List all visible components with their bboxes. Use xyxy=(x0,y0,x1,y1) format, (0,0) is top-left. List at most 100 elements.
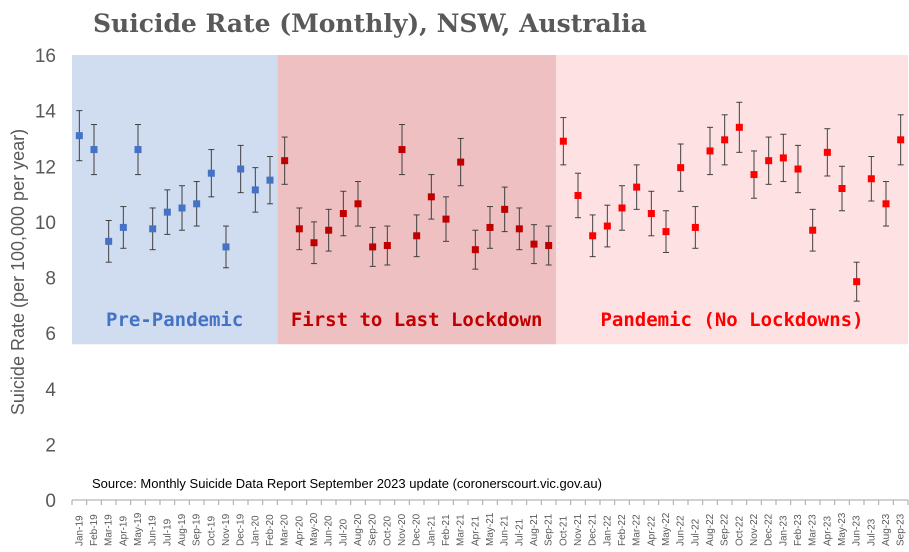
data-point xyxy=(618,204,626,212)
data-point xyxy=(369,243,377,251)
data-point xyxy=(119,223,127,231)
data-point xyxy=(838,185,846,192)
x-tick-label: Feb-19 xyxy=(89,514,100,546)
x-tick-label: Sep-20 xyxy=(368,513,379,546)
region-labels: Pre-Pandemic First to Last Lockdown Pandem… xyxy=(106,309,864,331)
data-point xyxy=(823,148,831,156)
x-tick-label: Jun-23 xyxy=(852,515,863,546)
x-tick-label: Feb-23 xyxy=(793,514,804,546)
x-tick-label: Jan-19 xyxy=(74,515,85,546)
x-tick-label: Jun-22 xyxy=(676,515,687,546)
x-tick-label: Oct-19 xyxy=(206,516,217,546)
x-tick-label: Mar-23 xyxy=(808,514,819,546)
region-background xyxy=(556,55,908,345)
x-tick-label: Dec-20 xyxy=(412,513,423,546)
y-tick-label: 6 xyxy=(45,324,56,345)
x-tick-label: Jun-20 xyxy=(324,515,335,546)
data-point xyxy=(809,226,817,234)
x-tick-label: May-23 xyxy=(837,512,848,546)
x-tick-label: Mar-20 xyxy=(280,514,291,546)
data-point xyxy=(193,200,201,208)
x-tick-label: May-19 xyxy=(133,512,144,546)
data-point xyxy=(310,239,318,247)
data-point xyxy=(735,123,743,131)
x-tick-label: Jun-21 xyxy=(500,515,511,546)
data-point xyxy=(207,169,215,177)
region-label: Pre-Pandemic xyxy=(106,309,243,331)
x-tick-label: Jun-19 xyxy=(148,515,159,546)
data-point xyxy=(603,222,611,230)
x-tick-label: Nov-22 xyxy=(749,513,760,546)
data-point xyxy=(149,225,157,233)
x-tick-label: Mar-21 xyxy=(456,514,467,546)
data-point xyxy=(706,147,714,155)
y-tick-label: 16 xyxy=(35,46,56,67)
x-tick-label: Feb-21 xyxy=(441,514,452,546)
data-point xyxy=(589,232,597,240)
data-point xyxy=(251,186,259,194)
data-point xyxy=(794,165,802,173)
x-tick-labels: Jan-19 Feb-19 Mar-19 Apr-19 May-19 Jun-19 Jul-… xyxy=(74,512,906,546)
data-point xyxy=(295,225,303,233)
data-point xyxy=(90,146,98,154)
x-tick-label: Dec-21 xyxy=(588,513,599,546)
x-tick-label: Jan-22 xyxy=(602,515,613,546)
data-point xyxy=(266,176,274,184)
data-point xyxy=(545,242,553,250)
data-point xyxy=(398,146,406,154)
y-tick-label: 4 xyxy=(45,380,56,401)
data-point xyxy=(163,208,171,216)
x-tick-label: May-20 xyxy=(309,512,320,546)
x-tick-label: Aug-19 xyxy=(177,513,188,546)
y-tick-label: 14 xyxy=(35,102,57,123)
data-point xyxy=(559,137,567,145)
y-tick-label: 8 xyxy=(45,269,56,290)
x-tick-label: Apr-20 xyxy=(294,516,305,546)
x-tick-label: Jul-23 xyxy=(866,518,877,546)
x-tick-label: Aug-21 xyxy=(529,513,540,546)
data-point xyxy=(442,215,450,223)
x-tick-label: Jan-20 xyxy=(250,515,261,546)
x-tick-label: Nov-21 xyxy=(573,513,584,546)
x-tick-label: Sep-23 xyxy=(896,513,907,546)
region-label: Pandemic (No Lockdowns) xyxy=(600,309,863,331)
data-point xyxy=(647,210,655,218)
y-tick-label: 2 xyxy=(45,435,56,456)
region-background xyxy=(277,55,556,345)
data-point xyxy=(486,223,494,231)
x-tick-label: Oct-20 xyxy=(382,516,393,546)
x-tick-label: Oct-22 xyxy=(734,516,745,546)
x-tick-label: Sep-21 xyxy=(544,513,555,546)
region-background xyxy=(72,55,278,345)
data-point xyxy=(677,164,685,172)
x-tick-label: Dec-22 xyxy=(764,513,775,546)
data-point xyxy=(237,165,245,173)
data-point xyxy=(633,183,641,191)
x-tick-label: Mar-22 xyxy=(632,514,643,546)
data-point xyxy=(867,175,875,183)
y-axis-label: Suicide Rate (per 100,000 per year) xyxy=(8,129,28,415)
source-note: Source: Monthly Suicide Data Report Sept… xyxy=(92,476,602,491)
data-point xyxy=(457,158,465,166)
y-tick-labels: 0 2 4 6 8 10 12 14 16 xyxy=(35,46,57,512)
data-point xyxy=(354,200,362,208)
data-point xyxy=(134,146,142,154)
x-tick-label: Apr-21 xyxy=(470,516,481,546)
x-tick-label: May-22 xyxy=(661,512,672,546)
x-tick-label: Feb-22 xyxy=(617,514,628,546)
data-point xyxy=(882,200,890,208)
data-point xyxy=(281,157,289,165)
x-tick-label: Sep-22 xyxy=(720,513,731,546)
data-point xyxy=(427,193,435,201)
x-tick-label: Aug-20 xyxy=(353,513,364,546)
y-tick-label: 0 xyxy=(45,491,56,512)
x-tick-label: May-21 xyxy=(485,512,496,546)
x-tick-label: Aug-22 xyxy=(705,513,716,546)
data-point xyxy=(691,223,699,231)
data-point xyxy=(779,154,787,162)
x-tick-label: Apr-19 xyxy=(118,516,129,546)
data-marks xyxy=(75,101,905,302)
chart-title: Suicide Rate (Monthly), NSW, Australia xyxy=(93,9,647,38)
x-tick-label: Nov-19 xyxy=(221,513,232,546)
